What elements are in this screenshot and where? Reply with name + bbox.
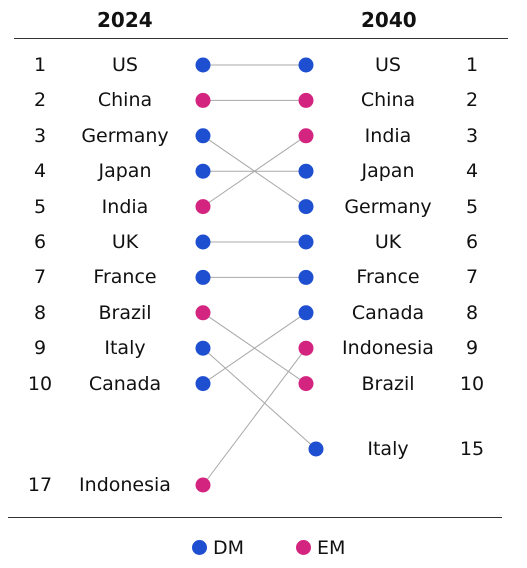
right-dot-japan bbox=[298, 163, 314, 179]
left-dot-china bbox=[195, 92, 211, 108]
legend: DM EM bbox=[0, 536, 527, 560]
right-rank-7: 8 bbox=[465, 301, 479, 324]
left-country-brazil: Brazil bbox=[98, 301, 152, 324]
right-rank-0: 1 bbox=[465, 54, 479, 76]
left-rank-2: 3 bbox=[33, 124, 47, 147]
left-rank-10: 17 bbox=[27, 474, 53, 496]
left-dot-brazil bbox=[195, 305, 211, 321]
left-dot-canada bbox=[195, 376, 211, 392]
right-country-uk: UK bbox=[374, 231, 402, 253]
left-rank-5: 6 bbox=[33, 231, 47, 253]
right-dot-us bbox=[298, 57, 314, 73]
legend-em-marker bbox=[296, 540, 311, 555]
left-country-china: China bbox=[97, 89, 153, 112]
right-country-china: China bbox=[360, 89, 416, 112]
top-rule bbox=[14, 38, 508, 39]
left-country-india: India bbox=[101, 195, 149, 218]
right-rank-6: 7 bbox=[465, 266, 479, 289]
right-rank-1: 2 bbox=[465, 89, 479, 112]
right-dot-indonesia bbox=[298, 340, 314, 356]
left-dot-italy bbox=[195, 340, 211, 356]
left-country-canada: Canada bbox=[88, 372, 162, 395]
left-country-germany: Germany bbox=[81, 124, 169, 147]
right-country-japan: Japan bbox=[361, 160, 415, 183]
right-dot-germany bbox=[298, 199, 314, 215]
right-dot-canada bbox=[298, 305, 314, 321]
left-rank-6: 7 bbox=[33, 266, 47, 289]
right-country-germany: Germany bbox=[344, 195, 432, 218]
left-dot-france bbox=[195, 269, 211, 285]
right-rank-3: 4 bbox=[465, 160, 479, 183]
left-dot-japan bbox=[195, 163, 211, 179]
left-rank-4: 5 bbox=[33, 195, 47, 218]
right-country-india: India bbox=[364, 124, 412, 147]
left-rank-9: 10 bbox=[27, 372, 53, 395]
right-rank-9: 10 bbox=[459, 372, 485, 395]
left-dot-india bbox=[195, 199, 211, 215]
right-country-canada: Canada bbox=[351, 301, 425, 324]
left-dot-us bbox=[195, 57, 211, 73]
right-dot-brazil bbox=[298, 376, 314, 392]
connector-india bbox=[202, 135, 307, 208]
right-country-indonesia: Indonesia bbox=[342, 337, 434, 360]
connector-indonesia bbox=[202, 347, 307, 486]
left-dot-indonesia bbox=[195, 477, 211, 493]
left-rank-7: 8 bbox=[33, 301, 47, 324]
bottom-rule bbox=[8, 517, 502, 518]
left-rank-1: 2 bbox=[33, 89, 47, 112]
right-dot-india bbox=[298, 128, 314, 144]
right-country-italy: Italy bbox=[367, 438, 409, 460]
left-country-italy: Italy bbox=[104, 337, 146, 360]
right-year-header: 2040 bbox=[361, 8, 417, 32]
right-rank-5: 6 bbox=[465, 231, 479, 253]
left-country-uk: UK bbox=[111, 231, 139, 253]
left-country-france: France bbox=[93, 266, 157, 289]
left-dot-uk bbox=[195, 234, 211, 250]
legend-dm-marker bbox=[192, 540, 207, 555]
left-year-header: 2024 bbox=[97, 8, 153, 32]
right-dot-france bbox=[298, 269, 314, 285]
left-dot-germany bbox=[195, 128, 211, 144]
left-country-japan: Japan bbox=[98, 160, 152, 183]
connector-canada bbox=[202, 312, 307, 385]
right-dot-china bbox=[298, 92, 314, 108]
legend-item-em: EM bbox=[296, 536, 345, 560]
left-rank-0: 1 bbox=[33, 54, 47, 76]
left-country-us: US bbox=[112, 54, 138, 76]
right-rank-10: 15 bbox=[459, 438, 485, 460]
left-country-indonesia: Indonesia bbox=[79, 474, 171, 496]
right-rank-8: 9 bbox=[465, 337, 479, 360]
right-dot-italy bbox=[308, 441, 324, 457]
left-rank-8: 9 bbox=[33, 337, 47, 360]
left-rank-3: 4 bbox=[33, 160, 47, 183]
right-country-us: US bbox=[375, 54, 401, 76]
right-rank-2: 3 bbox=[465, 124, 479, 147]
legend-dm-label: DM bbox=[213, 537, 245, 559]
right-dot-uk bbox=[298, 234, 314, 250]
right-country-brazil: Brazil bbox=[361, 372, 415, 395]
legend-item-dm: DM bbox=[192, 536, 244, 560]
right-country-france: France bbox=[356, 266, 420, 289]
right-rank-4: 5 bbox=[465, 195, 479, 218]
legend-em-label: EM bbox=[317, 537, 346, 559]
connector-italy bbox=[202, 347, 317, 450]
